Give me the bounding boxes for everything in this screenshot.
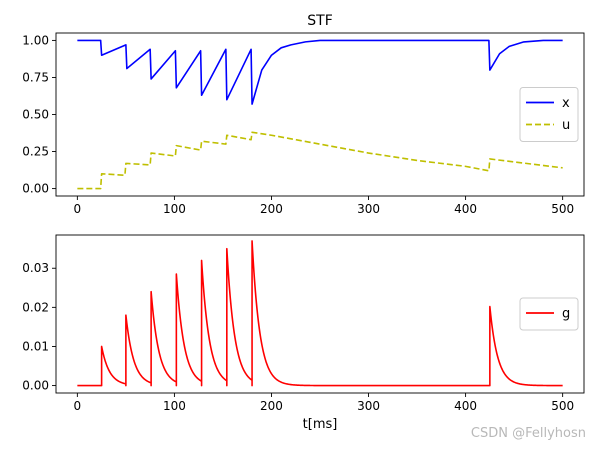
x-tick-label: 500 (551, 399, 574, 413)
y-tick-label: 0.02 (22, 300, 49, 314)
legend-box (519, 297, 579, 331)
y-tick-label: 0.01 (22, 339, 49, 353)
y-tick-label: 0.25 (22, 145, 49, 159)
y-tick-label: 0.00 (22, 182, 49, 196)
x-tick-label: 0 (74, 399, 82, 413)
series-group (77, 39, 563, 190)
legend-label-g: g (562, 307, 570, 322)
axes-frame (55, 32, 585, 197)
watermark: CSDN @Fellyhosn (470, 426, 586, 441)
x-tick-label: 300 (357, 202, 380, 216)
y-tick-label: 0.00 (22, 379, 49, 393)
y-tick-label: 0.75 (22, 70, 49, 84)
axes-frame (55, 234, 585, 394)
series-line-g (77, 240, 563, 387)
x-tick-label: 100 (163, 399, 186, 413)
x-tick-label: 0 (74, 202, 82, 216)
series-line-x (77, 39, 563, 105)
x-axis-label: t[ms] (303, 417, 338, 432)
x-tick-label: 500 (551, 202, 574, 216)
legend: xu (519, 87, 579, 142)
x-tick-label: 400 (454, 202, 477, 216)
top-chart: STF 0 100 200 300 400 500 0.00 0.25 0.50 0.75 1.00 x… (22, 13, 585, 216)
series-line-u (77, 131, 563, 190)
chart-title: STF (307, 13, 333, 29)
legend-box (519, 87, 579, 142)
series-group (77, 240, 563, 387)
x-tick-label: 200 (260, 202, 283, 216)
x-tick-label: 200 (260, 399, 283, 413)
legend-label-x: x (562, 96, 570, 111)
x-tick-label: 300 (357, 399, 380, 413)
x-tick-label: 100 (163, 202, 186, 216)
y-tick-label: 0.50 (22, 108, 49, 122)
y-tick-label: 1.00 (22, 33, 49, 47)
legend-label-u: u (562, 118, 570, 133)
x-tick-label: 400 (454, 399, 477, 413)
y-tick-label: 0.03 (22, 261, 49, 275)
bottom-chart: 0 100 200 300 400 500 0.00 0.01 0.02 0.03 t[ms] g (22, 234, 585, 432)
legend: g (519, 297, 579, 331)
